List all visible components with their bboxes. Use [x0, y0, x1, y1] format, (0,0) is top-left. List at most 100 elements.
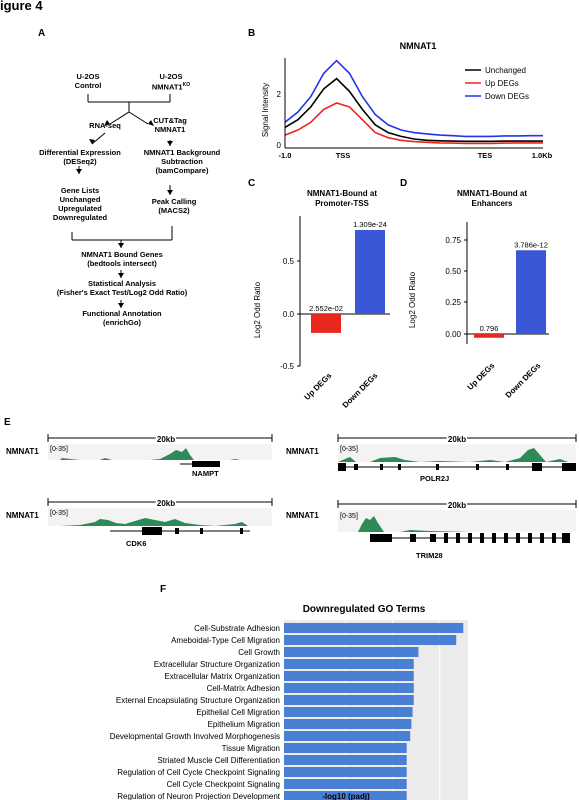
panel-label-d: D: [400, 178, 408, 189]
gene-name: CDK6: [126, 539, 146, 548]
flow-text: NMNAT1 Background: [143, 148, 221, 157]
flow-cut-tag: CUT&Tag NMNAT1: [144, 116, 196, 134]
flow-background-subtraction: NMNAT1 Background Subtraction (bamCompar…: [136, 148, 228, 175]
scale-label: 20kb: [448, 501, 466, 510]
flow-text: (DESeq2): [63, 157, 97, 166]
line-up-degs: [284, 102, 543, 145]
track-cdk6: NMNAT1 20kb [0-35] CDK6: [6, 498, 273, 548]
flow-text: NMNAT1 Bound Genes: [81, 250, 163, 259]
panel-c-ylabel: Log2 Odd Ratio: [253, 281, 262, 338]
panel-label-e: E: [4, 417, 11, 428]
panel-c-xtick: Down DEGs: [341, 371, 380, 410]
signal-peak: [48, 518, 272, 526]
go-bar: [284, 635, 457, 645]
panel-b-title: NMNAT1: [400, 41, 437, 51]
bar-pvalue-label: 3.786e-12: [514, 240, 548, 249]
go-bar: [284, 623, 464, 633]
track-polr2j: NMNAT1 20kb [0-35] POLR2J: [286, 434, 577, 483]
flow-text: Upregulated: [58, 204, 102, 213]
track-label: NMNAT1: [6, 511, 39, 520]
flow-diff-expression: Differential Expression (DESeq2): [30, 148, 130, 166]
flow-functional-annotation: Functional Annotation (enrichGo): [80, 309, 164, 327]
bar-pvalue-label: 0.796: [480, 324, 499, 333]
flow-text: (MACS2): [158, 206, 190, 215]
panel-d-chart: NMNAT1-Bound at Enhancers Log2 Odd Ratio…: [408, 189, 549, 400]
flow-peak-calling: Peak Calling (MACS2): [146, 197, 202, 215]
panel-d-title: NMNAT1-Bound at: [457, 189, 527, 198]
go-term-label: Epithelium Migration: [208, 720, 280, 729]
panel-b-xtick: -1.0: [279, 151, 292, 160]
go-term-label: Cell-Substrate Adhesion: [194, 624, 280, 633]
bar-down-degs: [355, 230, 385, 314]
go-term-label: Ameboidal-Type Cell Migration: [171, 636, 280, 645]
track-range: [0-35]: [340, 513, 358, 520]
panel-d-plot-area: 0.796 3.786e-12: [467, 240, 549, 338]
go-bar: [284, 707, 413, 717]
track-range: [0-35]: [340, 446, 358, 453]
flow-text: Downregulated: [52, 213, 108, 222]
track-label: NMNAT1: [286, 511, 319, 520]
panel-b-plot-area: [284, 59, 543, 145]
track-label: NMNAT1: [286, 447, 319, 456]
go-bar: [284, 647, 419, 657]
flow-text: NMNAT1: [151, 82, 183, 92]
panel-label-a: A: [38, 28, 46, 39]
bar-down-degs: [516, 250, 546, 334]
panel-c-ytick: 0.5: [283, 257, 295, 266]
flow-text: U-2OS: [76, 72, 100, 81]
go-bar: [284, 671, 414, 681]
go-bar: [284, 743, 407, 753]
go-bar: [284, 695, 414, 705]
panel-b-xtick: TES: [478, 151, 493, 160]
flowchart-connectors: [71, 94, 173, 308]
flow-u2os-ko: U-2OS NMNAT1KO: [144, 72, 198, 92]
panel-label-c: C: [248, 178, 256, 189]
go-term-label: Cell Cycle Checkpoint Signaling: [167, 780, 280, 789]
flow-text: NMNAT1: [154, 125, 186, 134]
bar-pvalue-label: 1.309e-24: [353, 220, 387, 229]
flow-text: Functional Annotation: [82, 309, 162, 318]
panel-e-tracks: NMNAT1 20kb [0-35] NAMPT NMNAT1 20kb [0-…: [6, 434, 577, 560]
go-term-label: Cell Growth: [238, 648, 280, 657]
panel-b-xtick: TSS: [336, 151, 351, 160]
panel-label-b: B: [248, 28, 256, 39]
panel-f-title: Downregulated GO Terms: [303, 604, 426, 615]
flow-text: Peak Calling: [151, 197, 197, 206]
go-term-label: Cell-Matrix Adhesion: [207, 684, 280, 693]
panel-c-xtick: Up DEGs: [303, 371, 334, 402]
track-background: [338, 444, 576, 462]
flow-text: (enrichGo): [103, 318, 141, 327]
gene-name: NAMPT: [192, 469, 219, 478]
flow-text: Differential Expression: [39, 148, 121, 157]
go-bar: [284, 767, 407, 777]
figure-title: igure 4: [0, 0, 43, 13]
flow-statistical-analysis: Statistical Analysis (Fisher's Exact Tes…: [51, 279, 193, 297]
panel-f-xlabel: -log10 (padj): [322, 792, 370, 800]
bar-up-degs: [474, 334, 504, 338]
signal-peak: [338, 448, 576, 462]
flow-u2os-control: U-2OS Control: [62, 72, 114, 90]
go-term-label: Striated Muscle Cell Differentiation: [157, 756, 280, 765]
panel-b-xtick: 1.0Kb: [532, 151, 553, 160]
go-bar: [284, 719, 412, 729]
go-term-label: Developmental Growth Involved Morphogene…: [110, 732, 280, 741]
flow-superscript: KO: [182, 82, 191, 88]
panel-c-title: Promoter-TSS: [315, 199, 369, 208]
panel-c-chart: NMNAT1-Bound at Promoter-TSS Log2 Odd Ra…: [253, 189, 390, 410]
panel-c-plot-area: 2.552e-02 1.309e-24: [300, 220, 390, 333]
line-down-degs: [284, 59, 543, 138]
go-bar: [284, 779, 407, 789]
go-bar: [284, 791, 407, 800]
signal-peak: [358, 516, 576, 532]
track-trim28: NMNAT1 20kb [0-35] TRIM28: [286, 500, 577, 560]
panel-d-xtick: Down DEGs: [504, 361, 543, 400]
panel-c-title: NMNAT1-Bound at: [307, 189, 377, 198]
flow-text: (bamCompare): [155, 166, 209, 175]
panel-d-title: Enhancers: [472, 199, 513, 208]
panel-b-ytick: 0: [277, 141, 282, 150]
panel-label-f: F: [160, 584, 167, 595]
go-bar: [284, 683, 414, 693]
panel-b-ylabel: Signal Intensity: [261, 83, 270, 137]
go-term-label: Regulation of Cell Cycle Checkpoint Sign…: [117, 768, 280, 777]
panel-c-ytick: -0.5: [280, 362, 294, 371]
